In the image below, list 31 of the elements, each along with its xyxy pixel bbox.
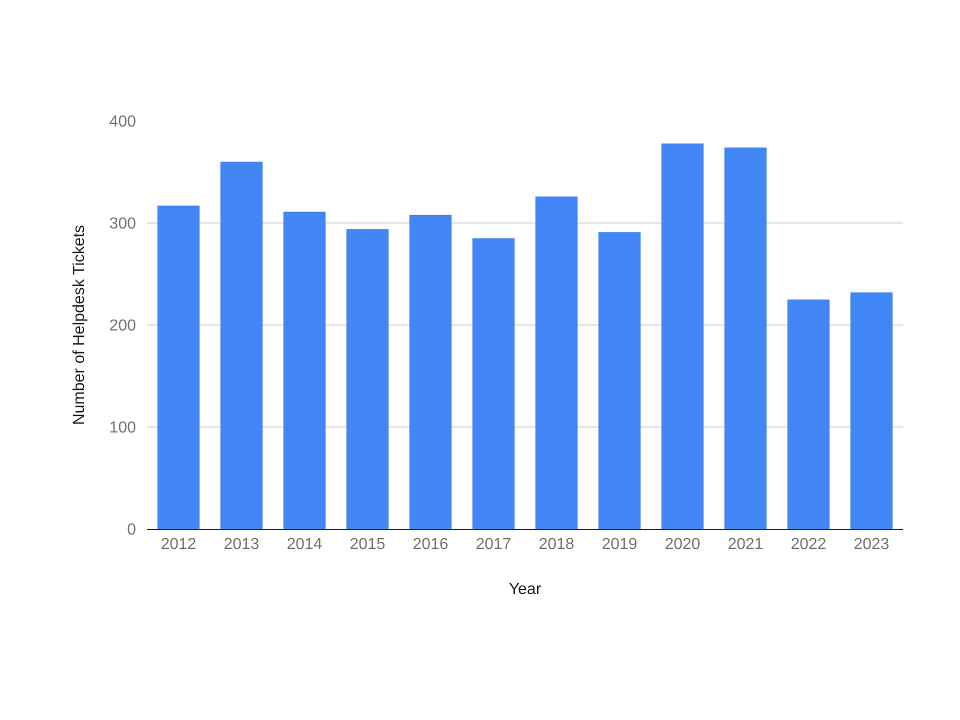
bar <box>724 148 767 529</box>
bar <box>472 238 515 529</box>
y-tick-label: 200 <box>109 318 136 335</box>
bar <box>346 229 389 529</box>
x-tick-label: 2014 <box>286 536 322 554</box>
y-tick-label: 300 <box>109 216 136 233</box>
x-tick-label: 2013 <box>224 536 260 554</box>
bar <box>409 214 452 529</box>
bar <box>283 212 326 529</box>
bar <box>220 162 263 529</box>
x-axis-title: Year <box>508 580 542 598</box>
x-tick-label: 2018 <box>538 536 574 554</box>
x-tick-label: 2015 <box>350 536 386 554</box>
bar <box>598 232 641 529</box>
x-tick-label: 2023 <box>854 536 890 554</box>
bar <box>850 292 893 529</box>
x-tick-label: 2020 <box>664 536 700 554</box>
y-axis-title: Number of Helpdesk Tickets <box>71 224 88 426</box>
x-tick-label: 2016 <box>412 536 448 554</box>
bar <box>661 143 704 529</box>
bar <box>157 206 200 529</box>
bar <box>535 196 578 529</box>
x-tick-label: 2012 <box>160 536 196 554</box>
y-tick-label: 100 <box>109 420 136 437</box>
x-tick-label: 2022 <box>790 536 826 554</box>
x-tick-label: 2017 <box>476 536 512 554</box>
x-tick-label: 2021 <box>728 536 764 554</box>
x-tick-label: 2019 <box>602 536 638 554</box>
y-tick-label: 0 <box>127 522 136 539</box>
y-tick-label: 400 <box>109 114 136 131</box>
bar <box>787 300 830 529</box>
